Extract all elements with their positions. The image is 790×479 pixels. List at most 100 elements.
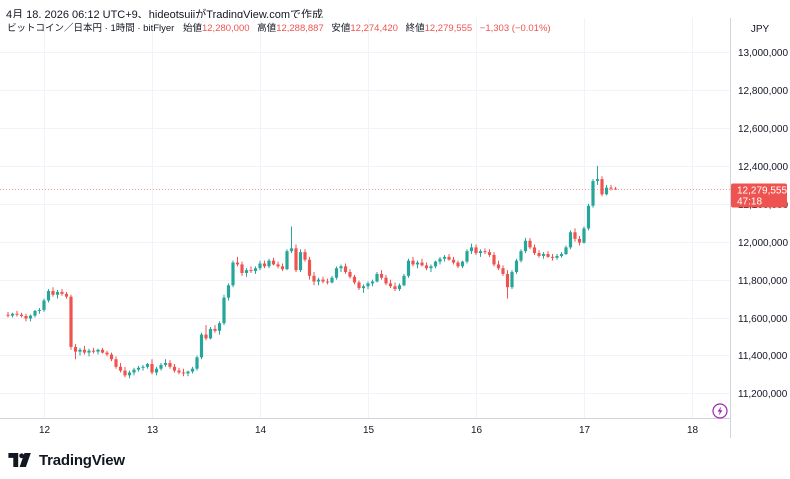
high-label: 高値 bbox=[257, 22, 277, 34]
candle-body bbox=[375, 273, 379, 282]
price-tick-label: 11,400,000 bbox=[738, 351, 788, 362]
candle-body bbox=[501, 268, 505, 274]
candle bbox=[483, 248, 487, 255]
price-tick-label: 11,600,000 bbox=[738, 314, 788, 325]
candle-body bbox=[447, 256, 451, 260]
candle bbox=[604, 184, 609, 196]
candle-body bbox=[280, 266, 285, 270]
candle bbox=[541, 252, 546, 259]
candle bbox=[456, 260, 460, 269]
symbol-legend[interactable]: ビットコイン／日本円 · 1時間 · bitFlyer 始値12,280,000… bbox=[7, 22, 551, 34]
candle bbox=[388, 279, 393, 289]
candle-body bbox=[91, 350, 96, 352]
symbol-line: ビットコイン／日本円 · 1時間 · bitFlyer bbox=[7, 22, 174, 34]
candle bbox=[6, 311, 10, 318]
candle bbox=[505, 270, 510, 299]
candle bbox=[433, 260, 438, 269]
time-axis[interactable]: 12 13 14 15 16 17 18 bbox=[39, 425, 699, 436]
low-value: 12,274,420 bbox=[350, 23, 398, 34]
candle bbox=[141, 364, 145, 371]
candle bbox=[447, 254, 451, 261]
candle bbox=[397, 283, 402, 291]
chart-container[interactable]: 13,000,000 12,800,000 12,600,000 12,400,000… bbox=[0, 18, 790, 438]
last-price-badge[interactable]: 12,279,555 47:18 bbox=[731, 183, 787, 208]
candle-body bbox=[442, 256, 447, 259]
candle-body bbox=[379, 273, 384, 278]
change-value: −1,303 (−0.01%) bbox=[480, 23, 551, 34]
candle bbox=[231, 260, 235, 288]
candle bbox=[109, 352, 114, 362]
candle bbox=[532, 244, 537, 255]
candle bbox=[465, 249, 469, 264]
candle bbox=[285, 249, 289, 271]
candle-body bbox=[505, 273, 510, 288]
candle bbox=[352, 274, 357, 285]
candle-body bbox=[537, 253, 541, 256]
candle bbox=[586, 203, 591, 231]
candle bbox=[415, 260, 420, 269]
candle-body bbox=[276, 264, 280, 267]
candle bbox=[555, 254, 559, 260]
candle-body bbox=[492, 254, 496, 265]
candle-body bbox=[550, 256, 555, 258]
plot-background[interactable] bbox=[0, 18, 730, 438]
candle-body bbox=[474, 247, 478, 254]
price-chart[interactable]: 13,000,000 12,800,000 12,600,000 12,400,000… bbox=[0, 18, 790, 438]
candle bbox=[114, 356, 118, 369]
candle bbox=[577, 236, 582, 246]
tradingview-logo[interactable]: TradingView bbox=[8, 449, 125, 471]
price-tick-label: 11,800,000 bbox=[738, 276, 788, 287]
candle-body bbox=[456, 262, 460, 267]
candle bbox=[217, 321, 222, 335]
candle bbox=[159, 363, 163, 371]
candle-body bbox=[294, 248, 298, 271]
candle bbox=[190, 366, 195, 374]
candle bbox=[240, 261, 244, 276]
open-label: 始値 bbox=[183, 22, 203, 34]
candle-body bbox=[213, 328, 217, 331]
price-tick-label: 12,400,000 bbox=[738, 162, 788, 173]
candle bbox=[334, 266, 339, 280]
candle bbox=[474, 244, 478, 255]
lightning-icon[interactable] bbox=[712, 403, 728, 419]
candle bbox=[213, 325, 217, 333]
currency-label[interactable]: JPY bbox=[751, 24, 770, 35]
candle-body bbox=[136, 367, 141, 370]
candle bbox=[195, 355, 199, 371]
time-tick-label: 12 bbox=[39, 425, 51, 436]
candle-body bbox=[420, 262, 424, 266]
candle-body bbox=[330, 277, 334, 283]
candle bbox=[132, 367, 136, 376]
candle bbox=[235, 256, 240, 267]
candle-body bbox=[559, 254, 564, 256]
candle-body bbox=[496, 264, 501, 269]
candle bbox=[204, 325, 208, 341]
candle-body bbox=[370, 281, 375, 284]
candle bbox=[523, 237, 528, 254]
candle-body bbox=[195, 357, 199, 369]
candle bbox=[424, 262, 429, 271]
candle bbox=[393, 282, 397, 291]
time-tick-label: 13 bbox=[147, 425, 159, 436]
candle bbox=[325, 278, 330, 285]
candle bbox=[550, 254, 555, 261]
candle-body bbox=[532, 247, 537, 254]
candle bbox=[361, 284, 366, 293]
candle-body bbox=[132, 369, 136, 373]
candle-body bbox=[60, 291, 64, 294]
candle-body bbox=[397, 285, 402, 290]
candle bbox=[78, 347, 82, 356]
candle-body bbox=[64, 293, 69, 297]
candle-body bbox=[73, 346, 78, 352]
candle-body bbox=[604, 187, 609, 195]
candle bbox=[222, 294, 226, 326]
candle-body bbox=[568, 232, 573, 248]
candle bbox=[420, 258, 424, 267]
candle-body bbox=[235, 262, 240, 265]
candle-body bbox=[186, 371, 190, 374]
candle bbox=[514, 258, 519, 274]
candle-body bbox=[303, 252, 307, 260]
candle-body bbox=[127, 372, 132, 376]
price-axis[interactable]: 13,000,000 12,800,000 12,600,000 12,400,000… bbox=[738, 48, 788, 400]
candle-body bbox=[123, 370, 127, 376]
